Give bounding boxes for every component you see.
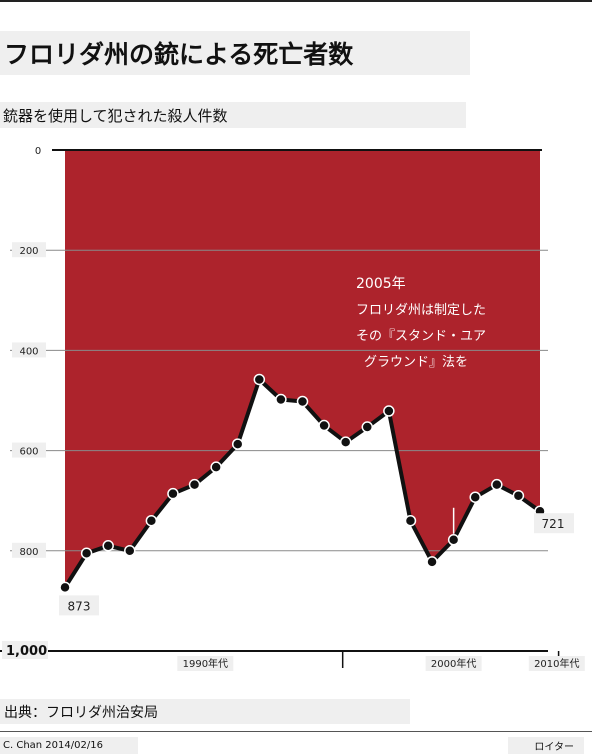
data-point xyxy=(447,534,460,546)
data-label-bg xyxy=(59,595,99,616)
data-point xyxy=(426,556,438,568)
data-point xyxy=(383,405,395,417)
reuters-logo: ロイター xyxy=(508,737,584,754)
x-tick-label: 2010年代 xyxy=(534,657,579,670)
data-point xyxy=(210,461,222,473)
x-tick-label: 2000年代 xyxy=(431,657,476,670)
data-labels: 873 721 xyxy=(59,513,574,616)
y-tick-label: 400 xyxy=(19,346,38,357)
data-point xyxy=(469,491,481,503)
y-axis-ticks: 0 200 400 600 800 1,000 xyxy=(2,144,48,659)
data-point xyxy=(275,393,287,406)
data-point xyxy=(188,478,201,491)
annotation-line-3: グラウンド』法を xyxy=(364,355,468,370)
data-point xyxy=(361,421,374,433)
x-tick-label-bg xyxy=(425,656,482,671)
data-label-bg xyxy=(534,513,574,534)
annotation-line-0: 2005年 xyxy=(356,276,406,292)
area-fill xyxy=(65,150,540,588)
data-point xyxy=(512,489,525,502)
y-tick-label-bg xyxy=(28,144,48,156)
data-point xyxy=(145,514,158,527)
data-point xyxy=(253,373,266,386)
chart-area: 0 200 400 600 800 1,000 1990年代 2000年代 2010年代 87… xyxy=(0,144,585,671)
data-label-first: 873 xyxy=(68,599,91,613)
data-point xyxy=(296,395,309,408)
x-axis: 1990年代 2000年代 2010年代 xyxy=(177,651,585,671)
y-tick-label-bg xyxy=(2,641,48,659)
y-tick-label-bg xyxy=(12,542,46,558)
x-tick-label-bg xyxy=(528,656,585,671)
data-point xyxy=(80,547,93,560)
x-tick-label-bg xyxy=(177,656,234,671)
area-layer xyxy=(65,150,540,588)
y-tick-label: 800 xyxy=(19,547,38,558)
source-note: 出典：フロリダ州治安局 xyxy=(0,699,410,724)
bottom-rule xyxy=(0,731,592,732)
annotation-line-1: フロリダ州は制定した xyxy=(356,303,486,318)
data-point xyxy=(404,514,417,527)
y-tick-label-bg xyxy=(12,342,46,358)
data-point xyxy=(102,540,114,552)
annotation-line-2: その『スタンド・ユア xyxy=(356,329,486,344)
data-point xyxy=(318,419,330,432)
y-tick-label-bg xyxy=(12,442,46,458)
data-point xyxy=(231,438,244,450)
y-tick-label: 1,000 xyxy=(6,644,47,659)
data-point xyxy=(59,581,71,594)
data-point xyxy=(167,487,179,500)
chart-title: フロリダ州の銃による死亡者数 xyxy=(0,31,470,75)
top-rule xyxy=(0,0,592,2)
y-tick-label: 0 xyxy=(35,146,41,157)
y-tick-label: 200 xyxy=(19,246,38,257)
x-tick-label: 1990年代 xyxy=(183,657,228,670)
chart-subtitle: 銃器を使用して犯された殺人件数 xyxy=(0,102,466,128)
credit: C. Chan 2014/02/16 xyxy=(0,737,138,754)
data-point xyxy=(491,478,503,491)
data-point xyxy=(339,436,352,448)
y-tick-label-bg xyxy=(12,242,46,258)
data-label-last: 721 xyxy=(542,517,565,531)
y-tick-label: 600 xyxy=(19,447,38,458)
data-point xyxy=(124,545,136,557)
